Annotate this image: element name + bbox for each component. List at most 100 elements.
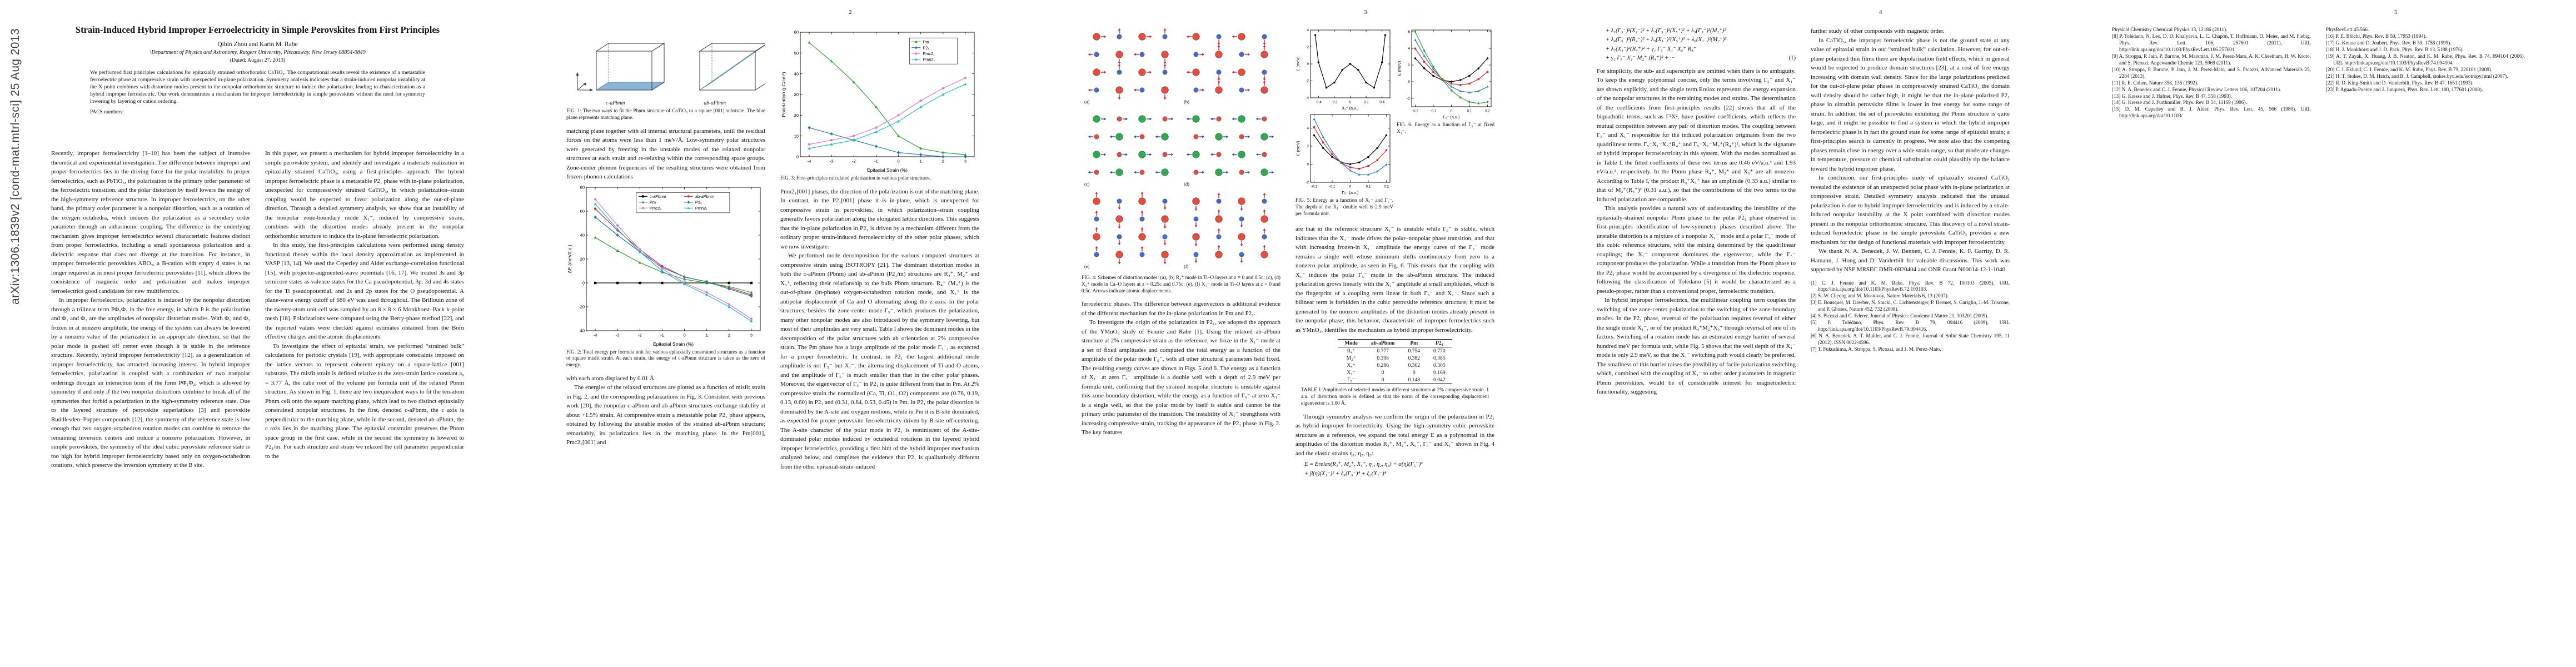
table-cell: 0 bbox=[1412, 370, 1416, 376]
page-2: 2 bbox=[515, 0, 1030, 667]
p5-col1: Physical Chemistry Chemical Physics 13, … bbox=[2112, 27, 2311, 640]
figure-2-chart: -4 -3 -2 -1 0 1 2 3 -40 -20 0 20 40 60 80 Epitaxial Str… bbox=[566, 183, 765, 347]
abstract: We performed first principles calculatio… bbox=[90, 69, 425, 104]
page-4: 4 + λ₁(Γ₅⁻)²(X₁⁻)² + λ₂(Γ₅⁻)²(X₅⁺)² + λ₃… bbox=[1546, 0, 2061, 667]
svg-text:0.2: 0.2 bbox=[1485, 109, 1490, 113]
table-cell: R₄⁺ bbox=[1347, 348, 1356, 355]
svg-text:X₁⁻ (a.u.): X₁⁻ (a.u.) bbox=[1342, 106, 1358, 111]
table-header-cell: ab-aPbnm bbox=[1371, 340, 1395, 347]
paper-title: Strain-Induced Hybrid Improper Ferroelec… bbox=[75, 24, 440, 35]
svg-text:-0.1: -0.1 bbox=[1329, 185, 1336, 188]
svg-text:Epitaxial Strain (%): Epitaxial Strain (%) bbox=[653, 341, 694, 347]
acknowledgments: We thank N. A. Benedek, J. W. Bennett, C… bbox=[1811, 248, 2010, 273]
table-cell: 0.398 bbox=[1377, 355, 1389, 362]
svg-text:4: 4 bbox=[1408, 47, 1410, 51]
svg-text:4: 4 bbox=[1307, 127, 1309, 131]
svg-text:ab-aPbnm: ab-aPbnm bbox=[695, 194, 714, 199]
pacs-line: PACS numbers: bbox=[90, 109, 124, 115]
paragraph: In CaTiO₃, the improper ferroelectric ph… bbox=[1811, 37, 2010, 172]
arxiv-stamp: arXiv:1306.1839v2 [cond-mat.mtrl-sci] 25… bbox=[9, 28, 22, 305]
svg-text:P2₁: P2₁ bbox=[695, 200, 702, 205]
p2-columns: c-aPbnm ab-aPbnm FIG. 1: The two ways to… bbox=[566, 27, 979, 640]
paragraph: matching plane together with all interna… bbox=[566, 127, 765, 181]
reference-item: [15] D. M. Ceperley and B. J. Alder, Phy… bbox=[2112, 106, 2311, 119]
paragraph: In improper ferroelectrics, polarization… bbox=[51, 297, 250, 469]
paragraph: Recently, improper ferroelectricity [1–1… bbox=[51, 150, 250, 295]
fig4-panel: (c) bbox=[1084, 115, 1174, 187]
svg-text:0: 0 bbox=[683, 332, 685, 337]
p3-col1: (a) (b) (c) (d) (e) (f) FIG. 4: Schemes of di… bbox=[1082, 27, 1280, 640]
svg-text:20: 20 bbox=[580, 256, 585, 261]
svg-text:-2: -2 bbox=[1407, 97, 1410, 101]
svg-text:0.1: 0.1 bbox=[1366, 185, 1371, 188]
equation-line: E = Erelax(R₄⁺, M₂⁺, X₅⁺, η₁, η₂, η₃) + … bbox=[1304, 461, 1423, 468]
svg-text:50: 50 bbox=[794, 51, 799, 56]
paragraph: Through symmetry analysis we confirm the… bbox=[1296, 413, 1494, 457]
table-cell: 0.042 bbox=[1433, 377, 1446, 384]
svg-text:0: 0 bbox=[1408, 80, 1410, 84]
table-cell: Γ₅⁻ bbox=[1347, 377, 1356, 384]
reference-item: [14] G. Kresse and J. Furthmüller, Phys.… bbox=[2112, 99, 2247, 106]
svg-text:(c): (c) bbox=[1084, 181, 1090, 187]
fig4-panel-cell: (d) bbox=[1181, 110, 1279, 191]
svg-text:80: 80 bbox=[580, 185, 585, 190]
reference-item: [5] P. Tolédano, Phys. Rev. B 79, 094416… bbox=[1811, 320, 2010, 332]
table-cell: M₂⁺ bbox=[1346, 355, 1356, 362]
table-1-header-row: Mode ab-aPbnm Pm P2₁ bbox=[1338, 339, 1452, 347]
fig4-panel: (a) bbox=[1084, 28, 1169, 104]
page-3: 3 (a) (b) (c) (d) (e) (f) FIG. 4: Schemes of … bbox=[1030, 0, 1546, 667]
svg-text:(f): (f) bbox=[1184, 263, 1189, 269]
paragraph: ferroelectric phases. The difference bet… bbox=[1082, 301, 1280, 317]
page-number: 4 bbox=[1879, 9, 1882, 16]
paragraph: For simplicity, the sub- and superscript… bbox=[1597, 67, 1796, 203]
reference-item: [7] T. Fukushima, A. Stroppa, S. Picozzi… bbox=[1811, 346, 1941, 352]
table-cell: 0.305 bbox=[1433, 362, 1446, 369]
svg-text:1: 1 bbox=[920, 159, 922, 164]
svg-text:6: 6 bbox=[1408, 30, 1410, 34]
equation-line: (1) + γ₂ Γ₅⁻ X₁⁻ M₂⁺ (R₄⁺)² + ··· bbox=[1606, 54, 1796, 63]
paragraph: are that in the reference structure X₁⁻ … bbox=[1296, 226, 1494, 334]
svg-text:-2: -2 bbox=[638, 332, 642, 337]
reference-item: [2] S.-W. Cheong and M. Mostovoy, Nature… bbox=[1811, 293, 1949, 299]
fig4-panel-cell: (a) bbox=[1082, 28, 1179, 108]
equation-line: + β(η)(X₁⁻)² + ξ₁(Γ₅⁻)⁴ + ξ₂(X₁⁻)⁴ bbox=[1304, 470, 1387, 477]
table-row: X₁⁻ 0 0 0.169 bbox=[1338, 369, 1452, 376]
reference-item: [6] N. A. Benedek, A. T. Mulder, and C. … bbox=[1811, 333, 2010, 346]
reference-item: Physical Chemistry Chemical Physics 13, … bbox=[2112, 27, 2228, 32]
svg-text:Pmc2₁: Pmc2₁ bbox=[650, 206, 662, 211]
svg-text:40: 40 bbox=[580, 232, 585, 237]
paragraph: This analysis provides a natural way of … bbox=[1597, 205, 1796, 295]
table-cell: X₁⁻ bbox=[1347, 370, 1356, 376]
svg-text:-3: -3 bbox=[830, 159, 834, 164]
reference-item: [22] R. D. King-Smith and D. Vanderbilt,… bbox=[2326, 79, 2474, 86]
paper-authors: Qibin Zhou and Karin M. Rabe bbox=[217, 41, 298, 48]
reference-item: [18] H. J. Monkhorst and J. D. Pack, Phy… bbox=[2326, 46, 2464, 52]
svg-text:2: 2 bbox=[1408, 63, 1410, 67]
figure-2-caption: FIG. 2: Total energy per formula unit fo… bbox=[566, 349, 765, 368]
page-5: 5 Physical Chemistry Chemical Physics 13… bbox=[2061, 0, 2576, 667]
svg-text:-0.1: -0.1 bbox=[1431, 109, 1437, 113]
figure-5-top-chart: -0.4 -0.2 0 0.2 0.4 -4 -2 0 2 4 X₁⁻ (a.u.) E (meV) bbox=[1296, 27, 1393, 111]
svg-text:60: 60 bbox=[580, 208, 585, 213]
figure-5: -0.4 -0.2 0 0.2 0.4 -4 -2 0 2 4 X₁⁻ (a.u.) E (meV) … bbox=[1296, 27, 1393, 222]
figure-5-6-row: -0.4 -0.2 0 0.2 0.4 -4 -2 0 2 4 X₁⁻ (a.u.) E (meV) … bbox=[1296, 27, 1494, 222]
reference-item: [9] A. Stroppa, P. Jain, P. Barone, M. M… bbox=[2112, 53, 2311, 66]
svg-text:60: 60 bbox=[794, 30, 799, 35]
svg-text:0: 0 bbox=[897, 159, 899, 164]
table-cell: X₅⁺ bbox=[1347, 362, 1356, 369]
fig4-panel-cell: (f) bbox=[1181, 192, 1279, 273]
svg-text:-4: -4 bbox=[594, 332, 597, 337]
p4-col1: + λ₁(Γ₅⁻)²(X₁⁻)² + λ₂(Γ₅⁻)²(X₅⁺)² + λ₃(Γ… bbox=[1597, 27, 1796, 640]
svg-text:P2₁: P2₁ bbox=[923, 45, 929, 50]
p5-columns: Physical Chemistry Chemical Physics 13, … bbox=[2112, 27, 2525, 640]
equation-1-start: E = Erelax(R₄⁺, M₂⁺, X₅⁺, η₁, η₂, η₃) + … bbox=[1304, 460, 1494, 479]
svg-text:0.4: 0.4 bbox=[1379, 100, 1384, 104]
svg-text:c-aPbnm: c-aPbnm bbox=[650, 194, 666, 199]
table-cell: 0.148 bbox=[1408, 377, 1421, 384]
svg-text:-4: -4 bbox=[1306, 96, 1309, 100]
reference-item: PhysRevLett.45.566. bbox=[2326, 27, 2369, 32]
equation-line: + λ₇(X₁⁻)²(R₄⁺)² + γ₁ Γ₅⁻ X₁⁻ X₅⁺ R₄⁺ bbox=[1606, 46, 1697, 52]
svg-text:(d): (d) bbox=[1184, 181, 1189, 187]
svg-text:0: 0 bbox=[582, 280, 585, 285]
table-cell: 0 bbox=[1381, 377, 1384, 384]
